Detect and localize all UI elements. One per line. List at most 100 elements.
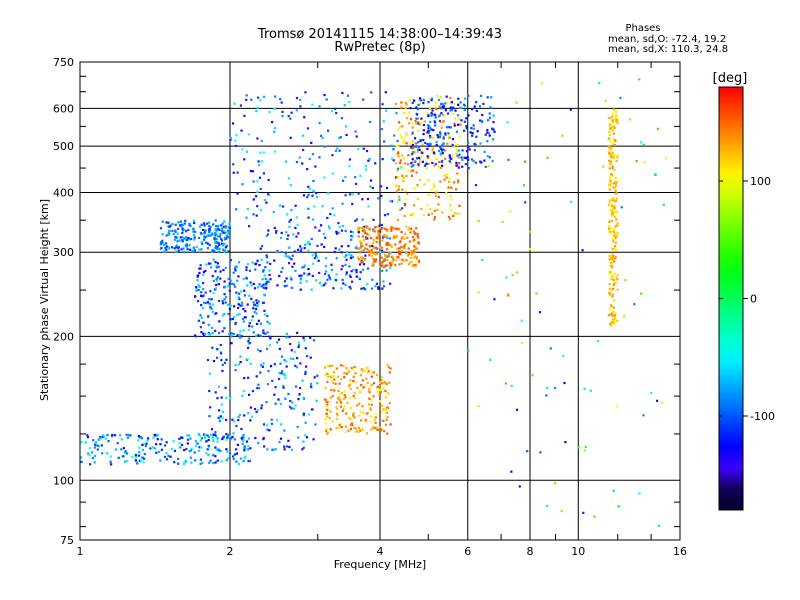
data-point [180, 436, 183, 439]
data-point [315, 195, 319, 199]
data-point [322, 232, 326, 235]
data-point [395, 112, 398, 115]
data-point [418, 97, 422, 100]
data-point [417, 156, 421, 160]
data-point [169, 224, 172, 227]
data-point [194, 295, 197, 298]
data-point [281, 115, 284, 118]
data-point [103, 435, 106, 438]
data-point [412, 204, 416, 207]
data-point [215, 283, 218, 287]
data-point [612, 318, 615, 321]
data-point [332, 381, 335, 385]
data-point [147, 437, 150, 440]
data-point [650, 391, 653, 395]
data-point [291, 401, 294, 404]
data-point [337, 231, 340, 234]
data-point [367, 390, 371, 393]
data-point [609, 179, 612, 182]
data-point [327, 274, 330, 277]
data-point [416, 108, 419, 111]
data-point [407, 169, 410, 172]
data-point [241, 435, 244, 438]
data-point [581, 249, 584, 252]
data-point [258, 176, 262, 179]
data-point [234, 369, 237, 372]
data-point [372, 241, 375, 244]
data-point [402, 157, 405, 160]
data-point [611, 206, 615, 209]
data-point [229, 138, 232, 141]
data-point [316, 382, 319, 385]
data-point [380, 375, 383, 379]
data-point [379, 185, 383, 188]
data-point [413, 245, 416, 248]
data-point [416, 234, 419, 237]
data-point [608, 225, 612, 228]
data-point [323, 145, 326, 148]
data-point [174, 229, 177, 232]
data-point [221, 369, 224, 373]
data-point [367, 205, 370, 208]
data-point [445, 126, 449, 129]
data-point [608, 167, 611, 170]
data-point [260, 285, 263, 288]
data-point [609, 200, 612, 203]
data-point [458, 204, 461, 207]
data-point [657, 524, 661, 527]
data-point [340, 364, 343, 367]
data-point [255, 322, 259, 326]
data-point [610, 212, 613, 215]
data-point [361, 370, 364, 373]
data-point [335, 232, 338, 235]
data-point [324, 366, 327, 369]
data-point [265, 234, 268, 237]
data-point [435, 107, 438, 111]
data-point [360, 245, 363, 248]
data-point [583, 449, 587, 452]
data-point [427, 162, 430, 165]
data-point [341, 224, 345, 228]
data-point [289, 357, 293, 360]
data-point [231, 282, 234, 285]
data-point [263, 309, 266, 312]
data-point [289, 218, 292, 221]
data-point [234, 363, 237, 367]
data-point [399, 133, 402, 136]
data-point [440, 112, 443, 115]
data-point [417, 242, 420, 245]
data-point [372, 218, 375, 221]
data-point [242, 329, 245, 332]
data-point [221, 222, 224, 225]
data-point [141, 448, 145, 452]
data-point [405, 225, 408, 228]
data-point [359, 174, 362, 178]
data-point [290, 111, 293, 114]
data-point [208, 302, 211, 305]
data-point [414, 245, 417, 249]
data-point [472, 127, 475, 130]
data-point [292, 357, 295, 361]
data-point [255, 195, 258, 198]
data-point [363, 230, 366, 233]
data-point [608, 273, 611, 276]
data-point [161, 239, 164, 242]
data-point [212, 303, 215, 306]
data-point [254, 268, 257, 271]
data-point [165, 245, 169, 248]
data-point [265, 284, 268, 287]
data-point [299, 105, 302, 108]
data-point [355, 275, 358, 278]
data-point [171, 222, 174, 226]
data-point [439, 180, 442, 183]
data-point [613, 186, 616, 189]
data-point [383, 251, 386, 254]
data-point [371, 244, 374, 248]
data-point [338, 149, 341, 152]
data-point [354, 372, 357, 375]
data-point [609, 116, 612, 120]
data-point [415, 122, 418, 125]
data-point [446, 101, 449, 104]
data-point [334, 247, 337, 250]
data-point [131, 456, 134, 459]
